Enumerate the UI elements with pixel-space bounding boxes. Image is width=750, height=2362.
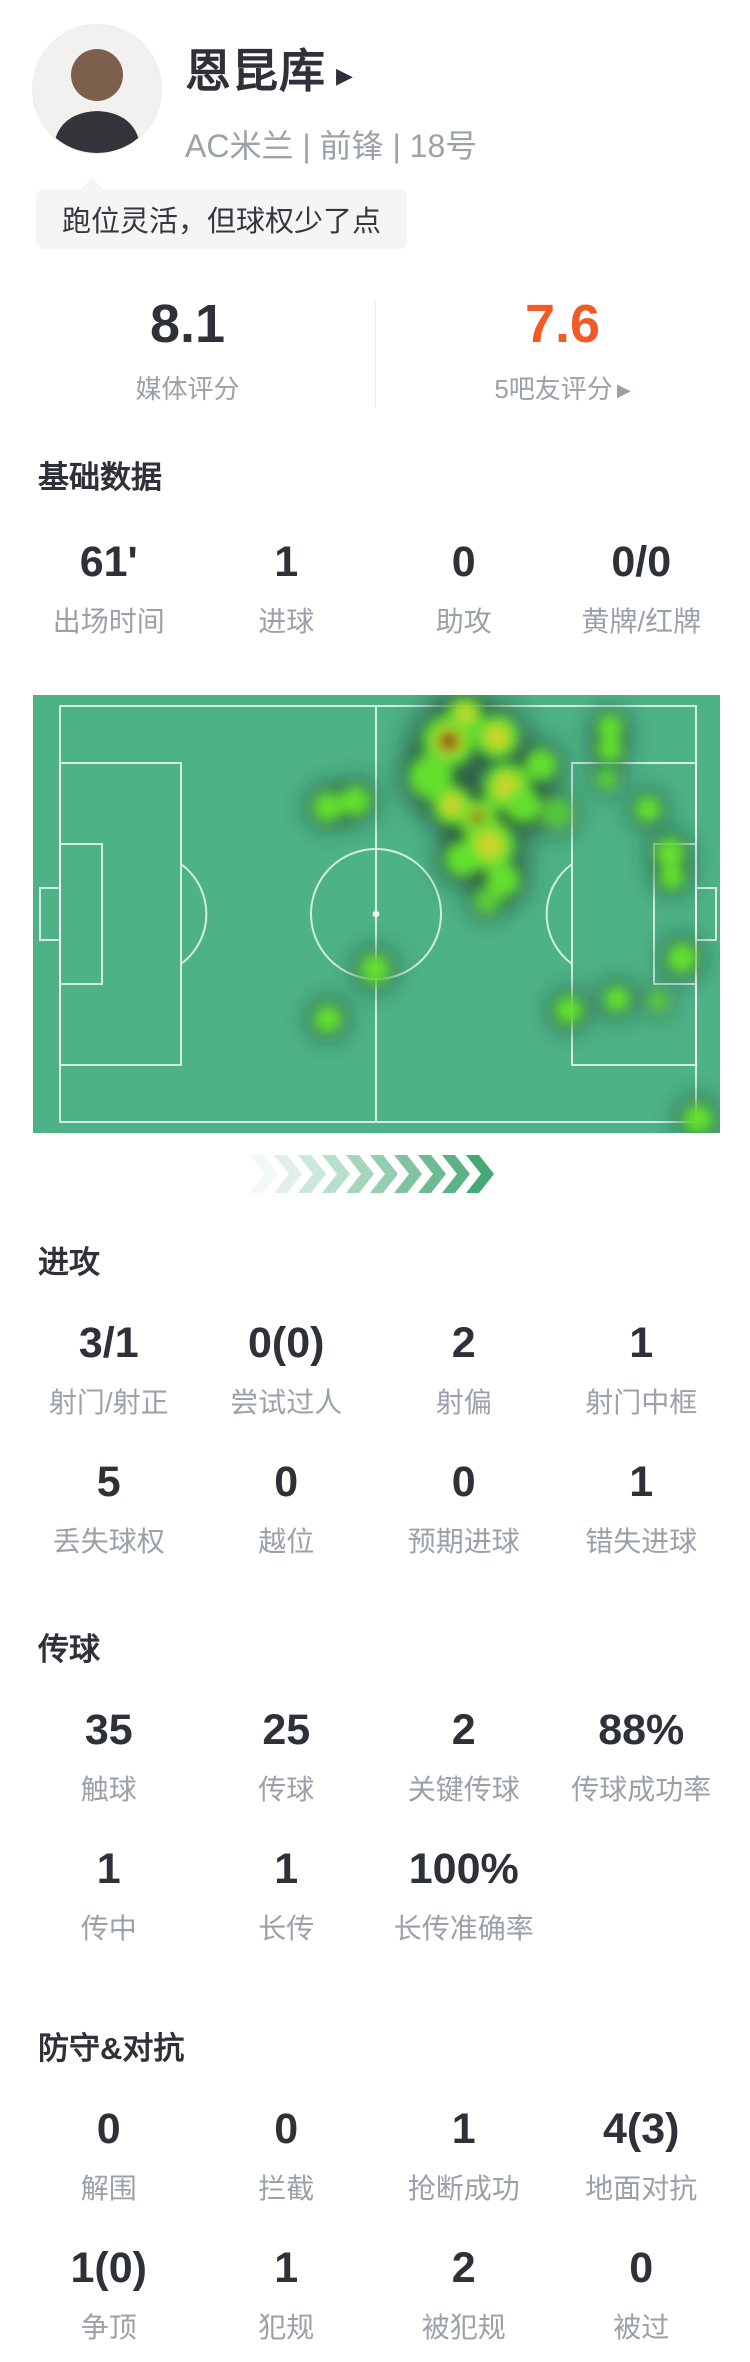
stat-dribbled-past: 0 被过 <box>613 2244 670 2344</box>
avatar-placeholder-image <box>33 25 161 153</box>
fans-rating-label: 5吧友评分 ▶ <box>494 374 631 404</box>
media-rating: 8.1 媒体评分 <box>0 297 375 406</box>
stat-big-chance-missed: 1 错失进球 <box>585 1458 698 1558</box>
stat-fouls: 1 犯规 <box>258 2244 315 2344</box>
basic-stats-grid: 61' 出场时间 1 进球 0 助攻 0/0 黄牌/红牌 <box>0 541 750 640</box>
stat-long-balls: 1 长传 <box>258 1845 315 1945</box>
stat-pass-accuracy: 88% 传球成功率 <box>571 1706 712 1806</box>
player-name: 恩昆库 <box>185 45 326 97</box>
stat-possession-lost: 5 丢失球权 <box>52 1458 165 1558</box>
stat-dribbles: 0(0) 尝试过人 <box>230 1319 343 1419</box>
comment-bubble: 跑位灵活，但球权少了点 <box>36 178 408 249</box>
stat-passes: 25 传球 <box>258 1706 315 1806</box>
stat-touches: 35 触球 <box>80 1706 137 1806</box>
fans-rating-arrow-icon: ▶ <box>616 380 631 400</box>
section-title-basic: 基础数据 <box>38 460 162 495</box>
player-avatar[interactable] <box>33 25 161 153</box>
stat-ground-duels: 4(3) 地面对抗 <box>585 2105 698 2205</box>
defense-stats-grid: 0 解围 0 拦截 1 抢断成功 4(3) 地面对抗 1(0) 争顶 1 犯规 2 被犯规 0… <box>0 2108 750 2346</box>
stat-shots-off: 2 射偏 <box>435 1319 492 1419</box>
stat-goals: 1 进球 <box>258 538 315 638</box>
passing-stats-grid: 35 触球 25 传球 2 关键传球 88% 传球成功率 1 传中 1 长传 100% 长传准… <box>0 1709 750 1947</box>
ratings-bar: 8.1 媒体评分 7.6 5吧友评分 ▶ <box>0 297 750 406</box>
stat-long-ball-accuracy: 100% 长传准确率 <box>393 1845 534 1945</box>
pitch-lines <box>39 705 717 1123</box>
position-heatmap <box>33 695 720 1133</box>
stat-cards: 0/0 黄牌/红牌 <box>581 538 702 638</box>
stat-assists: 0 助攻 <box>435 538 492 638</box>
stat-minutes: 61' 出场时间 <box>52 538 165 638</box>
name-arrow-icon: ▶ <box>336 63 353 88</box>
ratings-divider <box>375 301 376 406</box>
heatmap-blobs <box>313 697 713 1133</box>
chevrons-decoration <box>0 1155 750 1193</box>
stat-key-passes: 2 关键传球 <box>407 1706 520 1806</box>
section-title-passing: 传球 <box>38 1632 100 1667</box>
player-identity[interactable]: 恩昆库 ▶ AC米兰 | 前锋 | 18号 <box>185 35 477 167</box>
stat-fouled: 2 被犯规 <box>421 2244 506 2344</box>
stat-clearances: 0 解围 <box>80 2105 137 2205</box>
player-header: 恩昆库 ▶ AC米兰 | 前锋 | 18号 <box>33 25 750 164</box>
stat-offsides: 0 越位 <box>258 1458 315 1558</box>
section-title-attack: 进攻 <box>38 1245 100 1280</box>
stat-aerial-duels: 1(0) 争顶 <box>70 2244 147 2344</box>
stat-woodwork: 1 射门中框 <box>585 1319 698 1419</box>
section-title-defense: 防守&对抗 <box>38 2031 185 2066</box>
stat-interceptions: 0 拦截 <box>258 2105 315 2205</box>
media-rating-value: 8.1 <box>149 294 226 354</box>
stat-crosses: 1 传中 <box>80 1845 137 1945</box>
player-meta: AC米兰 | 前锋 | 18号 <box>185 128 478 164</box>
fans-rating[interactable]: 7.6 5吧友评分 ▶ <box>375 297 750 406</box>
media-rating-label: 媒体评分 <box>135 374 240 404</box>
chevron-arrows-icon <box>250 1155 494 1193</box>
pitch-svg <box>33 695 720 1133</box>
stat-tackles: 1 抢断成功 <box>407 2105 520 2205</box>
fans-rating-value: 7.6 <box>524 294 601 354</box>
stat-xg: 0 预期进球 <box>407 1458 520 1558</box>
stat-shots: 3/1 射门/射正 <box>48 1319 169 1419</box>
